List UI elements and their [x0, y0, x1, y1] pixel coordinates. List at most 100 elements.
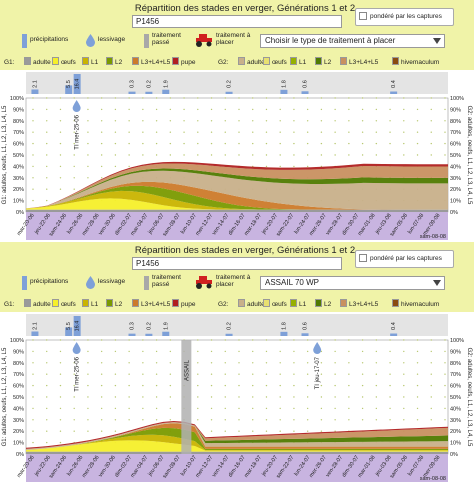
grid-dot: [46, 384, 48, 387]
grid-dot: [293, 339, 295, 341]
grid-dot: [375, 350, 378, 353]
precip-value: 0.2: [227, 322, 233, 330]
grid-dot: [210, 339, 213, 341]
precip-bar: [225, 91, 233, 94]
leach-tool[interactable]: lessivage: [86, 273, 141, 295]
precip-value: 2.1: [32, 322, 38, 330]
grid-dot: [73, 131, 75, 133]
precip-value: 1.9: [163, 322, 169, 330]
precip-tool[interactable]: précipitations: [22, 31, 82, 53]
grid-dot: [169, 339, 172, 341]
grid-dot: [348, 339, 350, 341]
legend-swatch: [24, 299, 31, 307]
grid-dot: [430, 142, 432, 145]
grid-dot: [306, 373, 309, 375]
checkbox-icon[interactable]: [359, 254, 367, 263]
grid-dot: [197, 97, 199, 99]
grid-dot: [348, 384, 350, 387]
grid-dot: [389, 419, 391, 421]
precip-bar: [73, 74, 81, 94]
grid-dot: [375, 407, 378, 410]
grid-dot: [32, 108, 34, 111]
grid-dot: [279, 430, 281, 432]
grid-dot: [430, 407, 432, 410]
grid-dot: [32, 350, 34, 353]
legend-text: adulte: [33, 59, 51, 66]
grid-dot: [142, 373, 144, 375]
leach-tool[interactable]: lessivage: [86, 31, 141, 53]
place-treat-label: traitement à placer: [216, 32, 251, 46]
weighted-checkbox[interactable]: pondéré par les captures: [355, 8, 454, 26]
chevron-down-icon[interactable]: [433, 38, 441, 44]
grid-dot: [73, 177, 75, 179]
grid-dot: [265, 165, 268, 168]
grid-dot: [224, 430, 226, 432]
grid-dot: [128, 373, 130, 375]
grid-dot: [197, 120, 199, 122]
grid-dot: [46, 362, 48, 364]
place-treatment-tool[interactable]: traitement à placer: [194, 31, 262, 53]
grid-dot: [320, 154, 323, 156]
grid-dot: [128, 142, 130, 145]
precip-bar: [390, 91, 398, 94]
chevron-down-icon[interactable]: [433, 280, 441, 286]
past-treatment-tool[interactable]: traitement passé: [144, 273, 194, 295]
grid-dot: [46, 430, 48, 432]
stage-area: [26, 423, 448, 451]
grid-dot: [293, 407, 295, 410]
grid-dot: [416, 131, 419, 133]
grid-dot: [169, 108, 172, 111]
grid-dot: [59, 430, 62, 432]
grid-dot: [224, 108, 226, 111]
grid-dot: [361, 407, 364, 410]
past-treat-label: traitement passé: [152, 32, 181, 46]
grid-dot: [306, 131, 309, 133]
grid-dot: [87, 430, 89, 432]
grid-dot: [210, 350, 213, 353]
plot-field[interactable]: P1456: [132, 15, 342, 28]
grid-dot: [114, 97, 117, 99]
grid-dot: [334, 131, 336, 133]
grid-dot: [430, 108, 432, 111]
legend-item: hivemaculum: [392, 57, 439, 68]
grid-dot: [375, 154, 378, 156]
grid-dot: [389, 97, 391, 99]
grid-dot: [210, 131, 213, 133]
grid-dot: [169, 97, 172, 99]
y-tick-right: 80%: [450, 361, 461, 367]
weighted-checkbox[interactable]: pondéré par les captures: [355, 250, 454, 268]
checkbox-icon[interactable]: [359, 12, 367, 21]
precip-bar: [390, 333, 398, 336]
grid-dot: [252, 131, 254, 133]
y-tick-left: 20%: [13, 187, 24, 193]
grid-dot: [348, 362, 350, 364]
grid-dot: [389, 142, 391, 145]
treatment-select[interactable]: Choisir le type de traitement à placer: [260, 34, 445, 48]
grid-dot: [238, 120, 240, 122]
grid-dot: [46, 97, 48, 99]
grid-dot: [114, 108, 117, 111]
y-tick-right: 90%: [450, 107, 461, 113]
grid-dot: [59, 407, 62, 410]
place-treatment-tool[interactable]: traitement à placer: [194, 273, 262, 295]
grid-dot: [142, 384, 144, 387]
treatment-select[interactable]: ASSAIL 70 WP: [260, 276, 445, 290]
grid-dot: [403, 373, 405, 375]
plot-field[interactable]: P1456: [132, 257, 342, 270]
grid-dot: [416, 97, 419, 99]
grid-dot: [430, 373, 432, 375]
grid-dot: [128, 97, 130, 99]
y-tick-left: 30%: [13, 418, 24, 424]
stage-area: [26, 198, 448, 210]
grid-dot: [128, 165, 130, 168]
y-tick-left: 90%: [13, 107, 24, 113]
precip-tool[interactable]: précipitations: [22, 273, 82, 295]
grid-dot: [238, 350, 240, 353]
grid-dot: [348, 407, 350, 410]
past-treatment-tool[interactable]: traitement passé: [144, 31, 194, 53]
grid-dot: [403, 339, 405, 341]
grid-dot: [73, 419, 75, 421]
grid-dot: [87, 177, 89, 179]
grid-dot: [128, 154, 130, 156]
grid-dot: [375, 384, 378, 387]
